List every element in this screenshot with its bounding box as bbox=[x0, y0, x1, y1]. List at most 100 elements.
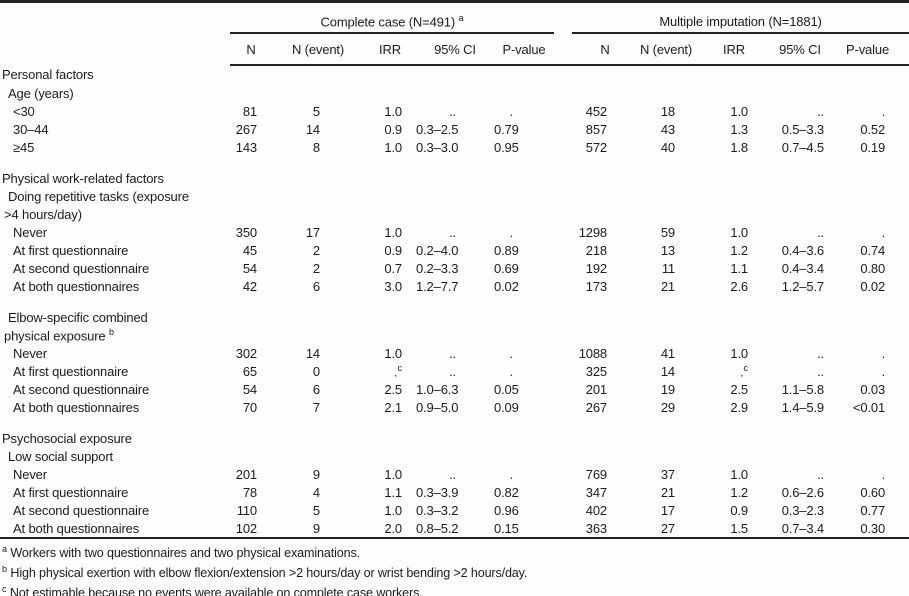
cell-cc-2: 2.1 bbox=[384, 399, 402, 415]
table-row: Elbow-specific combined bbox=[0, 308, 909, 326]
group-gap bbox=[554, 483, 572, 501]
footnote-b-text: High physical exertion with elbow flexio… bbox=[10, 565, 528, 580]
cell-cc-2: 1.0 bbox=[384, 139, 402, 155]
cell-mi-2: 1.0 bbox=[730, 345, 749, 361]
row-label: At second questionnaire bbox=[13, 502, 150, 518]
cell-mi-2: 1.5 bbox=[694, 519, 775, 539]
cell-cc-4: 0.96 bbox=[494, 502, 519, 518]
row-label: Doing repetitive tasks (exposure bbox=[8, 188, 189, 204]
header-spacer bbox=[0, 33, 230, 65]
cell-mi-2: 0.9 bbox=[730, 502, 749, 518]
col-header-ci-cc: 95% CI bbox=[416, 33, 494, 66]
cell-cc-0: 70 bbox=[242, 399, 257, 415]
group-header-multiple-imputation-label: Multiple imputation (N=1881) bbox=[659, 14, 822, 29]
group-gap bbox=[554, 102, 572, 120]
cell-mi-4: . bbox=[881, 103, 886, 119]
cell-mi-0: 857 bbox=[585, 121, 608, 137]
cell-mi-4: 0.52 bbox=[860, 121, 886, 137]
table-row: At first questionnaire 65 0 .c... 325 14 .c... bbox=[0, 362, 909, 380]
cell-mi-1: 41 bbox=[660, 345, 676, 361]
cell-cc-1: 8 bbox=[312, 139, 320, 155]
footnote-b: b High physical exertion with elbow flex… bbox=[2, 562, 909, 582]
table-row: At first questionnaire 78 4 1.1 0.3–3.9 0.82 3… bbox=[0, 483, 909, 501]
cell-cc-1: 9 bbox=[312, 466, 320, 482]
cell-cc-4: 0.79 bbox=[494, 121, 519, 137]
cell-mi-4: 0.60 bbox=[860, 484, 886, 500]
footnote-a: a Workers with two questionnaires and tw… bbox=[2, 542, 909, 562]
empty-cells bbox=[230, 308, 909, 326]
table-header: Complete case (N=491) a Multiple imputat… bbox=[0, 0, 909, 66]
cell-cc-2: 0.9 bbox=[384, 121, 402, 137]
row-label: <30 bbox=[13, 103, 35, 119]
cell-mi-3: 0.4–3.4 bbox=[781, 260, 825, 276]
cell-mi-0: 1298 bbox=[578, 224, 608, 240]
cell-mi-0: 452 bbox=[585, 103, 608, 119]
row-label: Personal factors bbox=[2, 67, 94, 82]
group-header-row: Complete case (N=491) a Multiple imputat… bbox=[0, 0, 909, 34]
cell-cc-0: 201 bbox=[235, 466, 257, 482]
cell-mi-3: 0.4–3.6 bbox=[781, 242, 825, 258]
cell-cc-1: 17 bbox=[305, 224, 320, 240]
cell-cc-0: 102 bbox=[230, 519, 272, 539]
cell-mi-0: 218 bbox=[585, 242, 608, 258]
cell-cc-1: 6 bbox=[312, 278, 320, 294]
empty-cells bbox=[230, 447, 909, 465]
cell-cc-3: 0.9–5.0 bbox=[416, 399, 459, 415]
cell-cc-3: 0.2–3.3 bbox=[416, 260, 459, 276]
cell-cc-0: 143 bbox=[235, 139, 257, 155]
column-header-row: N N (event) IRR 95% CI P-value N N (even… bbox=[0, 33, 909, 66]
cell-mi-2: 1.0 bbox=[730, 466, 749, 482]
footnote-b-marker: b bbox=[2, 563, 8, 574]
cell-cc-0: 302 bbox=[235, 345, 257, 361]
cell-cc-2: 0.9 bbox=[384, 242, 402, 258]
cell-cc-1: 14 bbox=[305, 345, 320, 361]
cell-mi-1: 21 bbox=[660, 278, 676, 294]
col-header-nevent-mi: N (event) bbox=[638, 33, 695, 66]
cell-cc-4: 0.89 bbox=[494, 242, 519, 258]
cell-cc-4: 0.02 bbox=[494, 278, 519, 294]
table-row: Never 350 17 1.0... 1298 59 1.0... bbox=[0, 223, 909, 241]
cell-mi-4: 0.30 bbox=[826, 519, 909, 539]
cell-mi-0: 347 bbox=[585, 484, 608, 500]
cell-mi-0: 192 bbox=[585, 260, 608, 276]
row-label: Never bbox=[13, 224, 47, 240]
cell-cc-2: 1.0 bbox=[384, 345, 402, 361]
table-row: At first questionnaire 45 2 0.9 0.2–4.0 0.89 2… bbox=[0, 241, 909, 259]
cell-mi-1: 18 bbox=[660, 103, 676, 119]
cell-cc-1: 5 bbox=[312, 103, 320, 119]
cell-mi-2: 2.6 bbox=[730, 278, 749, 294]
cell-mi-1: 37 bbox=[660, 466, 676, 482]
cell-mi-3: .. bbox=[817, 224, 825, 240]
spacer-row bbox=[0, 416, 909, 429]
cell-mi-0: 173 bbox=[585, 278, 608, 294]
cell-cc-2: 1.0 bbox=[384, 224, 402, 240]
cell-mi-0: 572 bbox=[585, 139, 608, 155]
cell-mi-1: 11 bbox=[661, 260, 676, 276]
cell-cc-0: 45 bbox=[242, 242, 257, 258]
cell-mi-1: 14 bbox=[660, 363, 676, 379]
col-header-irr-cc: IRR bbox=[364, 33, 416, 66]
table-row: Age (years) bbox=[0, 84, 909, 102]
cell-mi-0: 363 bbox=[572, 519, 639, 539]
empty-cells bbox=[230, 326, 909, 344]
cell-mi-4: 0.02 bbox=[860, 278, 886, 294]
cell-cc-3: 0.3–2.5 bbox=[416, 121, 459, 137]
group-gap bbox=[554, 501, 572, 519]
table-row: 30–44 267 14 0.9 0.3–2.5 0.79 857 43 1.3 0.5–3.3 0… bbox=[0, 120, 909, 138]
cell-cc-3: 0.3–3.9 bbox=[416, 484, 459, 500]
cell-cc-2: 0.7 bbox=[384, 260, 402, 276]
cell-cc-4: . bbox=[509, 363, 514, 379]
cell-mi-1: 59 bbox=[660, 224, 676, 240]
cell-mi-1: 21 bbox=[660, 484, 676, 500]
cell-cc-3: .. bbox=[449, 363, 456, 379]
results-table: Complete case (N=491) a Multiple imputat… bbox=[0, 0, 909, 539]
table-row: Psychosocial exposure bbox=[0, 429, 909, 447]
cell-cc-4: 0.69 bbox=[494, 260, 519, 276]
cell-mi-3: .. bbox=[817, 103, 825, 119]
empty-cells bbox=[230, 429, 909, 447]
row-label: Low social support bbox=[8, 448, 113, 464]
table-row: ≥45 143 8 1.0 0.3–3.0 0.95 572 40 1.8 0.7–4.5 0.19 bbox=[0, 138, 909, 156]
cell-cc-4: . bbox=[509, 224, 514, 240]
group-gap bbox=[554, 277, 572, 295]
